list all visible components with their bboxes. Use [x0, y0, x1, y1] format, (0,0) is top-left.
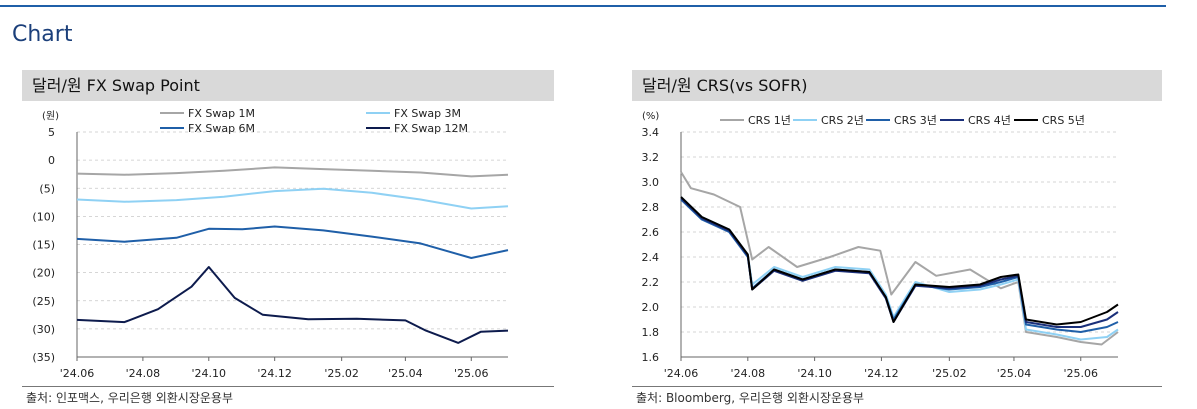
- x-tick-label: '25.04: [997, 367, 1032, 380]
- y-tick-label: 3.2: [642, 151, 660, 164]
- x-tick-label: '24.12: [864, 367, 899, 380]
- y-tick-label: 2.0: [642, 301, 660, 314]
- x-tick-label: '25.06: [454, 367, 489, 380]
- series-line-1: [680, 171, 1119, 346]
- x-tick-label: '24.08: [126, 367, 161, 380]
- source-note-2: 출처: Bloomberg, 우리은행 외환시장운용부: [636, 391, 865, 405]
- x-tick-label: '25.06: [1064, 367, 1099, 380]
- legend-label: CRS 2년: [821, 114, 864, 127]
- series-line-4: [76, 266, 509, 344]
- top-rule: [0, 5, 1166, 7]
- y-tick-label: 2.6: [642, 226, 660, 239]
- x-tick-label: '25.02: [324, 367, 359, 380]
- y-tick-label: (5): [39, 182, 55, 195]
- series-line-2: [680, 196, 1119, 341]
- series-line-3: [76, 225, 509, 259]
- x-tick-label: '24.06: [60, 367, 95, 380]
- y-tick-label: 0: [48, 154, 55, 167]
- section-title: Chart: [12, 22, 73, 47]
- chart-1-title: 달러/원 FX Swap Point: [22, 70, 554, 101]
- x-tick-label: '24.08: [731, 367, 766, 380]
- y-unit-label: (%): [642, 111, 659, 122]
- y-tick-label: 3.4: [642, 126, 660, 139]
- legend-label: CRS 5년: [1042, 114, 1085, 127]
- x-tick-label: '24.06: [664, 367, 699, 380]
- legend-label: FX Swap 1M: [188, 107, 255, 120]
- legend-label: CRS 4년: [968, 114, 1011, 127]
- source-rule-2: [632, 386, 1162, 387]
- legend-label: CRS 1년: [748, 114, 791, 127]
- y-tick-label: (20): [32, 267, 55, 280]
- legend-label: FX Swap 6M: [188, 122, 255, 135]
- x-tick-label: '25.02: [932, 367, 967, 380]
- y-tick-label: 2.8: [642, 201, 660, 214]
- crs-chart: (%) 3.4 3.2 3.0 2.8 2.6 2.4 2.2 2.0 1.8 1.6 '24.06 '…: [642, 111, 1119, 380]
- chart-2-title: 달러/원 CRS(vs SOFR): [632, 70, 1162, 101]
- legend-label: FX Swap 3M: [394, 107, 461, 120]
- y-tick-label: (10): [32, 210, 55, 223]
- y-tick-label: (30): [32, 323, 55, 336]
- source-note-1: 출처: 인포맥스, 우리은행 외환시장운용부: [26, 391, 233, 405]
- y-tick-label: (25): [32, 295, 55, 308]
- legend-label: FX Swap 12M: [394, 122, 468, 135]
- y-tick-label: (15): [32, 239, 55, 252]
- x-tick-label: '24.12: [257, 367, 292, 380]
- fx-swap-point-chart: (원) 5 0 (5) (10) (15) (20) (25) (30) (35) '24.06 '2…: [32, 107, 509, 380]
- source-rule-1: [22, 386, 554, 387]
- y-unit-label: (원): [42, 110, 59, 122]
- y-tick-label: 1.8: [642, 326, 660, 339]
- x-tick-label: '24.10: [192, 367, 227, 380]
- y-tick-label: 2.2: [642, 276, 660, 289]
- series-line-2: [76, 187, 509, 210]
- y-tick-label: (35): [32, 351, 55, 364]
- y-tick-label: 3.0: [642, 176, 660, 189]
- series-line-5: [680, 196, 1119, 326]
- x-tick-label: '24.10: [797, 367, 832, 380]
- series-line-1: [76, 166, 509, 178]
- y-tick-label: 1.6: [642, 351, 660, 364]
- y-tick-label: 5: [48, 126, 55, 139]
- x-tick-label: '25.04: [388, 367, 423, 380]
- y-tick-label: 2.4: [642, 251, 660, 264]
- legend-label: CRS 3년: [894, 114, 937, 127]
